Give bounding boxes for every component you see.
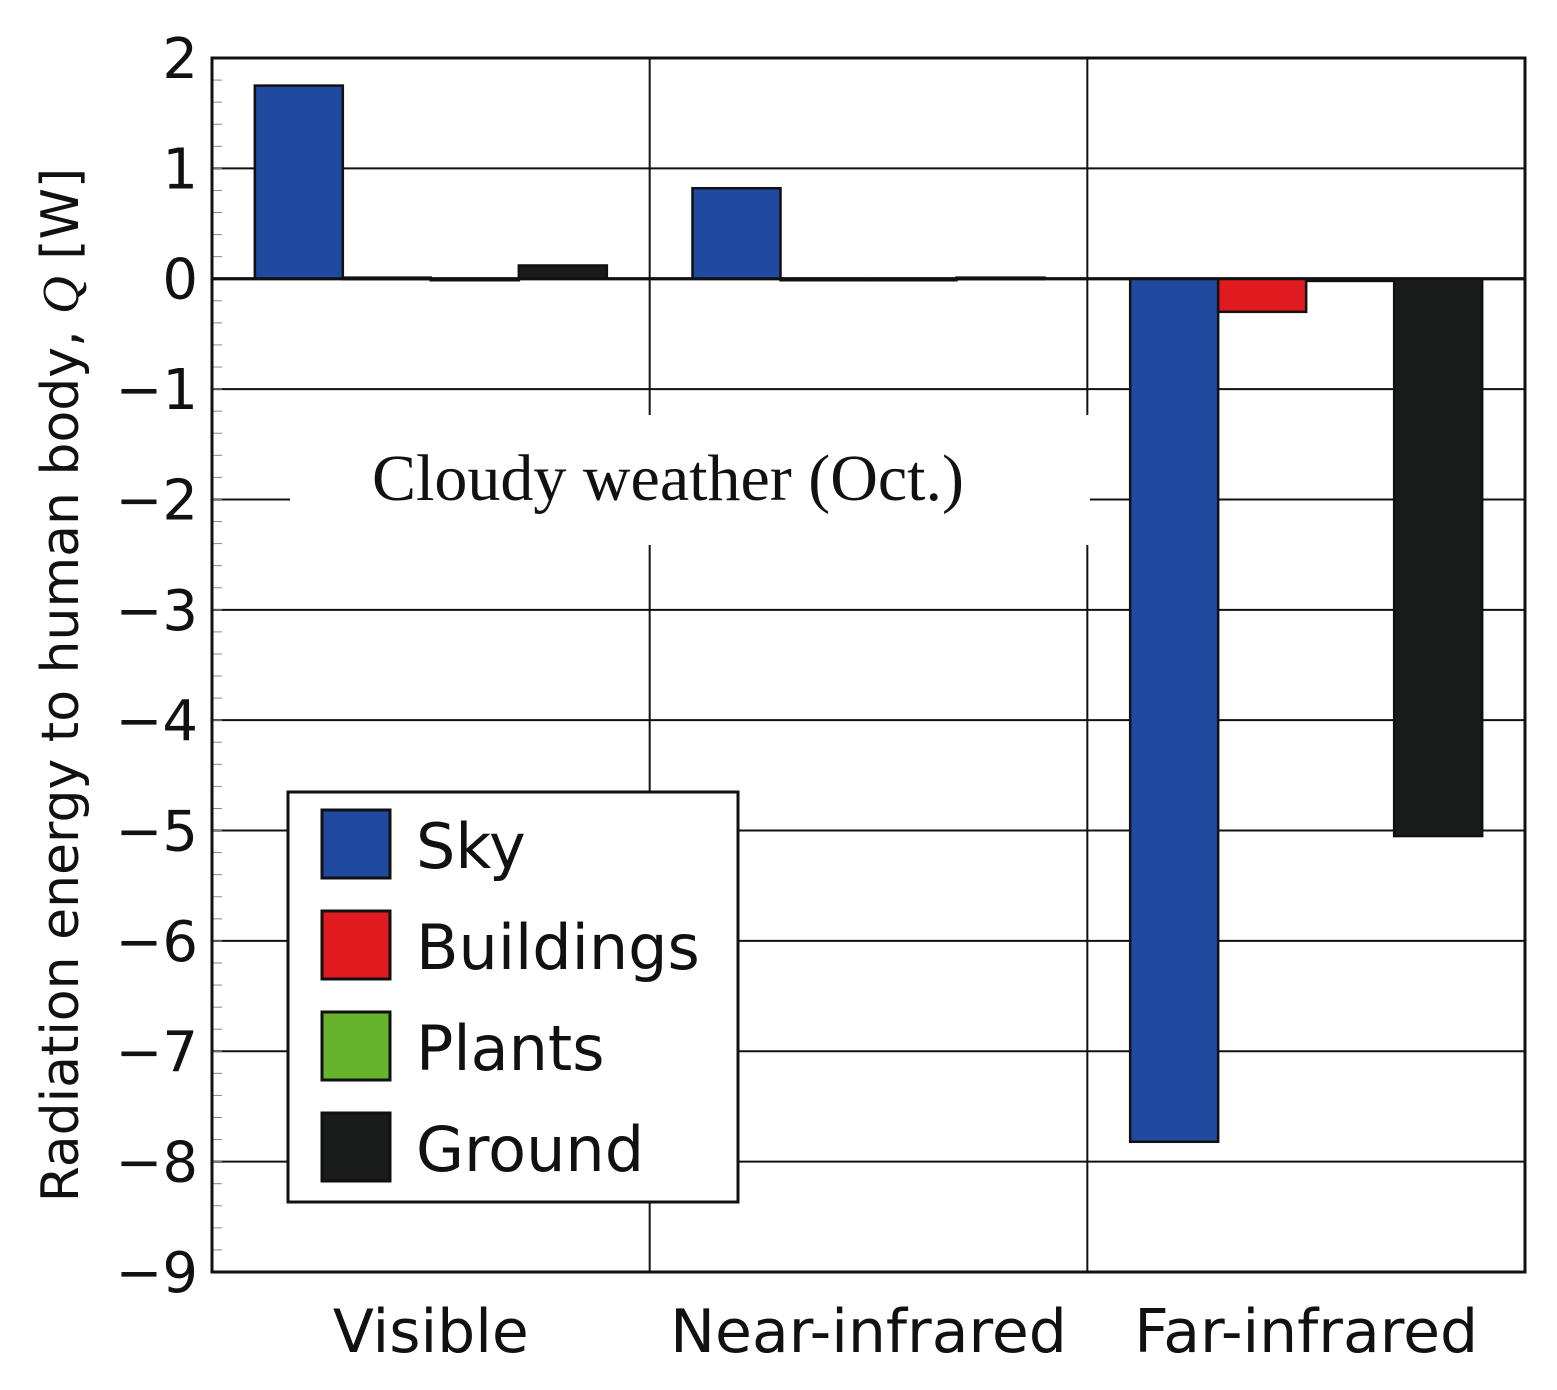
- legend: Sky Buildings Plants Ground: [286, 790, 740, 1204]
- y-tick-label: −6: [115, 910, 198, 975]
- y-tick-label: −4: [115, 689, 198, 754]
- y-tick-label: −2: [115, 468, 198, 533]
- y-axis-label-main: Radiation energy to human body,: [31, 314, 91, 1202]
- y-axis-label: Radiation energy to human body, Q [W]: [31, 168, 91, 1202]
- bar-buildings-far-infrared: [1216, 277, 1308, 314]
- y-tick-label: 0: [162, 248, 198, 313]
- legend-label-ground: Ground: [416, 1113, 644, 1186]
- y-tick-label: −8: [115, 1131, 198, 1196]
- y-axis-label-unit: [W]: [31, 168, 91, 277]
- annotation-box: Cloudy weather (Oct.): [290, 415, 1090, 545]
- bar-sky-visible: [253, 84, 345, 280]
- axes: 2 1 0 −1 −2 −3 −4 −5 −6 −7 −8 −9 Visible Near-infrare…: [115, 27, 1527, 1367]
- legend-label-sky: Sky: [416, 810, 526, 883]
- legend-label-plants: Plants: [416, 1012, 605, 1085]
- bar-sky-near-infrared: [691, 186, 782, 280]
- y-tick-label: −5: [115, 800, 198, 865]
- y-tick-label: −7: [115, 1020, 198, 1085]
- annotation-text: Cloudy weather (Oct.): [372, 442, 964, 515]
- y-axis-label-symbol: Q: [33, 276, 90, 314]
- legend-swatch-ground: [320, 1111, 392, 1183]
- y-tick-label: −9: [115, 1241, 198, 1306]
- bar-ground-far-infrared: [1392, 277, 1484, 838]
- x-category-label: Visible: [333, 1297, 529, 1367]
- y-tick-label: −3: [115, 579, 198, 644]
- bar-sky-far-infrared: [1128, 277, 1220, 1144]
- x-category-label: Near-infrared: [670, 1297, 1067, 1367]
- legend-swatch-plants: [320, 1010, 392, 1082]
- y-tick-label: 1: [162, 137, 198, 202]
- y-tick-label: −1: [115, 358, 198, 423]
- legend-swatch-buildings: [320, 909, 392, 981]
- y-tick-label: 2: [162, 27, 198, 92]
- legend-label-buildings: Buildings: [416, 911, 700, 984]
- x-category-label: Far-infrared: [1134, 1297, 1478, 1367]
- plot-frame: [210, 56, 1527, 1274]
- bar-ground-visible: [517, 264, 609, 280]
- legend-swatch-sky: [320, 808, 392, 880]
